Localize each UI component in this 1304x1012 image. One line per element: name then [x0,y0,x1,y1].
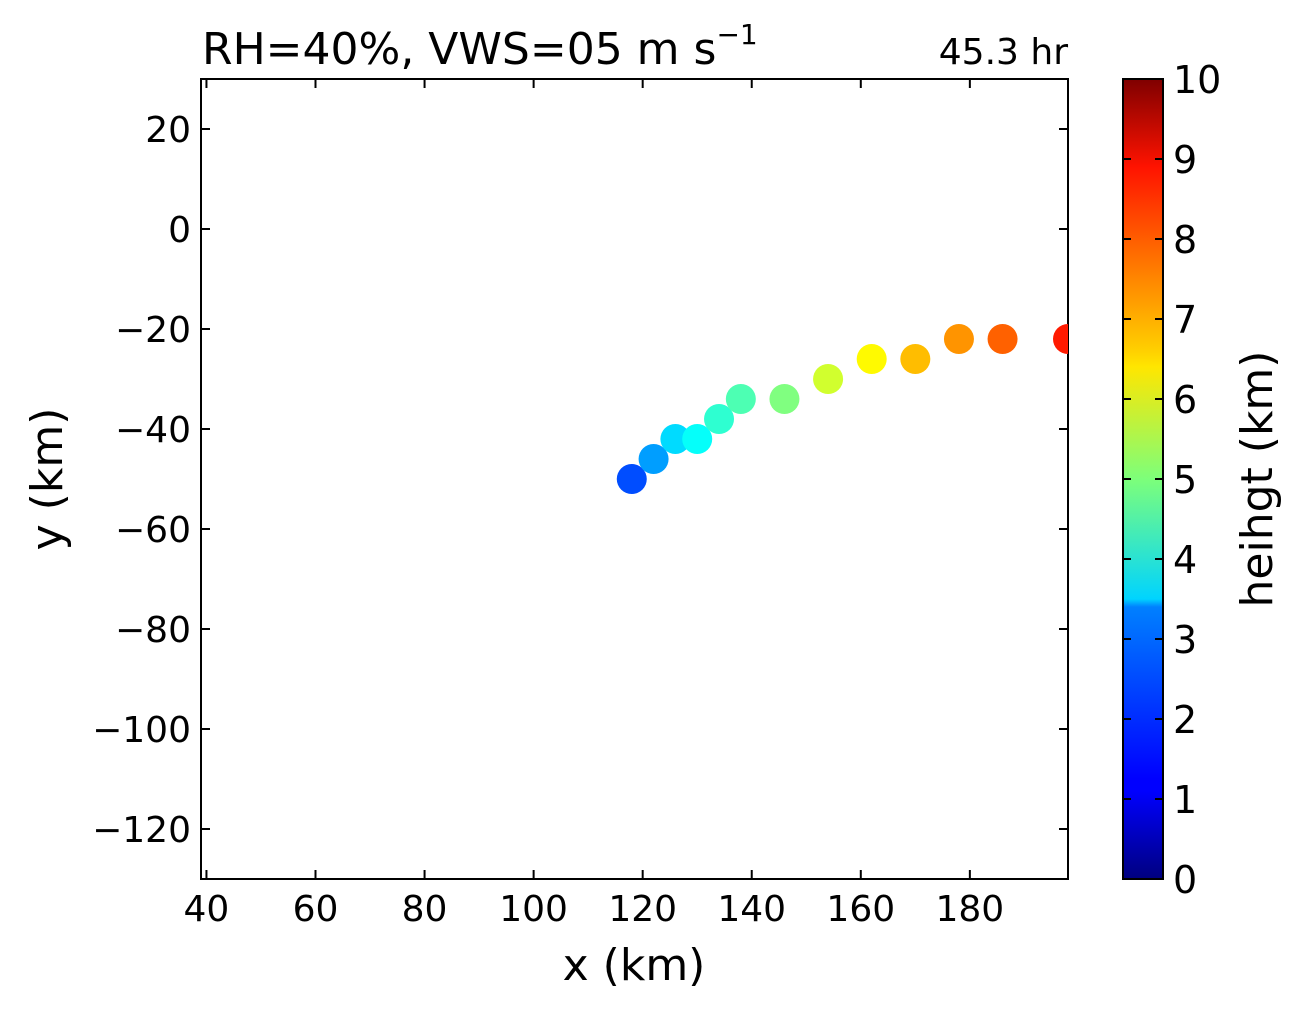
scatter-point [769,384,800,414]
colorbar-ticks: 0 1 2 3 4 5 6 7 8 9 10 [1123,58,1221,902]
x-tick-label: 80 [402,889,448,930]
y-tick-label: −120 [92,810,191,851]
title-superscript: −1 [716,18,757,51]
x-tick-label: 100 [499,889,568,930]
scatter-point [616,464,647,494]
y-tick-label: 20 [145,110,191,151]
y-tick-label: −100 [92,710,191,751]
chart-title: RH=40%, VWS=05 m s−1 [202,18,758,75]
colorbar-tick-label: 5 [1173,458,1197,502]
time-label: 45.3 hr [939,32,1068,73]
scatter-point [987,324,1018,354]
colorbar-tick-label: 10 [1173,58,1221,102]
colorbar-tick-label: 8 [1173,218,1197,262]
colorbar-tick-label: 1 [1173,778,1197,822]
scatter-point [813,364,844,394]
scatter-point [943,324,974,354]
y-tick-label: −60 [115,510,191,551]
x-tick-label: 60 [293,889,339,930]
x-tick-label: 180 [935,889,1004,930]
colorbar-label: heihgt (km) [1232,351,1283,608]
colorbar-tick-label: 6 [1173,378,1197,422]
colorbar-tick-label: 4 [1173,538,1197,582]
colorbar-tick-label: 7 [1173,298,1197,342]
colorbar-tick-label: 3 [1173,618,1197,662]
colorbar-tick-label: 2 [1173,698,1197,742]
colorbar-tick-label: 0 [1173,858,1197,902]
scatter-point [682,424,713,454]
x-tick-label: 140 [717,889,786,930]
scatter-point [704,404,735,434]
y-tick-label: 0 [168,210,191,251]
scatter-point [856,344,887,374]
x-tick-label: 120 [608,889,677,930]
x-axis-label: x (km) [563,940,706,991]
x-tick-label: 40 [184,889,230,930]
scatter-points [616,324,1068,494]
y-tick-label: −40 [115,410,191,451]
x-tick-label: 160 [826,889,895,930]
scatter-point [1053,324,1068,354]
y-tick-label: −20 [115,310,191,351]
y-tick-label: −80 [115,610,191,651]
y-axis-label: y (km) [22,408,73,551]
y-axis-ticks: 20 0 −20 −40 −60 −80 −100 −120 [92,110,1068,851]
colorbar-tick-label: 9 [1173,138,1197,182]
scatter-point [638,444,669,474]
scatter-point [900,344,931,374]
scatter-point [660,424,691,454]
scatter-point [725,384,756,414]
x-axis-ticks: 40 60 80 100 120 140 160 180 [184,79,1004,930]
